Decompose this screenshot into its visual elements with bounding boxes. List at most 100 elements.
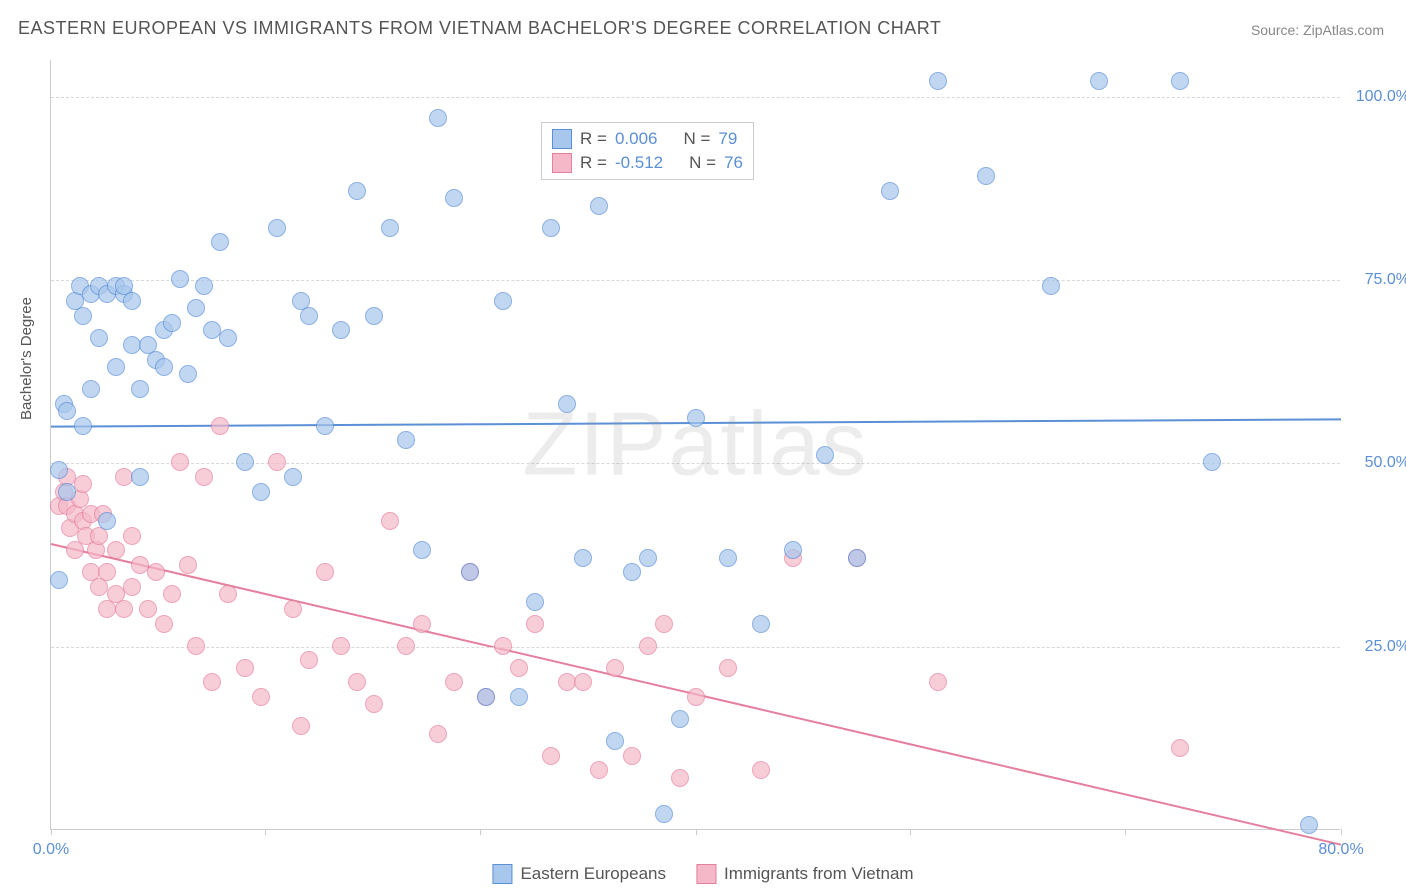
data-point-a	[98, 512, 116, 530]
data-point-b	[98, 563, 116, 581]
data-point-b	[494, 637, 512, 655]
x-tick	[910, 829, 911, 835]
legend-label-b: Immigrants from Vietnam	[724, 864, 914, 884]
data-point-b	[163, 585, 181, 603]
legend-item-b: Immigrants from Vietnam	[696, 864, 914, 884]
data-point-a	[123, 292, 141, 310]
n-label-b: N =	[689, 153, 716, 173]
n-value-a: 79	[718, 129, 737, 149]
x-tick	[1125, 829, 1126, 835]
x-tick	[265, 829, 266, 835]
grid-line	[51, 97, 1340, 98]
data-point-a	[1300, 816, 1318, 834]
data-point-a	[816, 446, 834, 464]
data-point-a	[219, 329, 237, 347]
data-point-a	[413, 541, 431, 559]
data-point-b	[139, 600, 157, 618]
data-point-a	[131, 380, 149, 398]
data-point-a	[187, 299, 205, 317]
source-label: Source: ZipAtlas.com	[1251, 22, 1384, 38]
data-point-a	[929, 72, 947, 90]
data-point-a	[316, 417, 334, 435]
data-point-a	[179, 365, 197, 383]
data-point-b	[671, 769, 689, 787]
n-value-b: 76	[724, 153, 743, 173]
x-tick	[51, 829, 52, 835]
y-tick-label: 25.0%	[1350, 638, 1406, 656]
legend-swatch-a	[492, 864, 512, 884]
data-point-a	[526, 593, 544, 611]
data-point-a	[58, 402, 76, 420]
data-point-a	[461, 563, 479, 581]
data-point-a	[752, 615, 770, 633]
data-point-b	[123, 527, 141, 545]
data-point-a	[90, 329, 108, 347]
data-point-b	[365, 695, 383, 713]
stats-row-a: R = 0.006 N = 79	[552, 127, 743, 151]
data-point-b	[445, 673, 463, 691]
data-point-b	[187, 637, 205, 655]
y-tick-label: 50.0%	[1350, 454, 1406, 472]
bottom-legend: Eastern Europeans Immigrants from Vietna…	[492, 864, 913, 884]
data-point-a	[445, 189, 463, 207]
legend-item-a: Eastern Europeans	[492, 864, 666, 884]
y-tick-label: 75.0%	[1350, 271, 1406, 289]
data-point-b	[236, 659, 254, 677]
data-point-b	[268, 453, 286, 471]
data-point-b	[397, 637, 415, 655]
data-point-b	[284, 600, 302, 618]
data-point-a	[58, 483, 76, 501]
n-label-a: N =	[683, 129, 710, 149]
data-point-b	[623, 747, 641, 765]
x-tick-label: 0.0%	[33, 841, 69, 859]
data-point-b	[574, 673, 592, 691]
data-point-a	[977, 167, 995, 185]
data-point-a	[655, 805, 673, 823]
data-point-b	[332, 637, 350, 655]
data-point-a	[131, 468, 149, 486]
data-point-b	[316, 563, 334, 581]
data-point-a	[397, 431, 415, 449]
data-point-a	[155, 358, 173, 376]
data-point-a	[74, 307, 92, 325]
data-point-b	[1171, 739, 1189, 757]
data-point-b	[300, 651, 318, 669]
data-point-a	[574, 549, 592, 567]
data-point-a	[74, 417, 92, 435]
data-point-b	[413, 615, 431, 633]
data-point-a	[687, 409, 705, 427]
data-point-b	[155, 615, 173, 633]
data-point-b	[687, 688, 705, 706]
data-point-a	[494, 292, 512, 310]
data-point-b	[752, 761, 770, 779]
data-point-a	[1171, 72, 1189, 90]
grid-line	[51, 280, 1340, 281]
data-point-b	[590, 761, 608, 779]
data-point-b	[211, 417, 229, 435]
data-point-b	[381, 512, 399, 530]
data-point-b	[123, 578, 141, 596]
data-point-b	[542, 747, 560, 765]
data-point-b	[219, 585, 237, 603]
data-point-b	[147, 563, 165, 581]
y-axis-label: Bachelor's Degree	[18, 297, 35, 420]
x-tick	[1341, 829, 1342, 835]
data-point-b	[195, 468, 213, 486]
stats-legend: R = 0.006 N = 79 R = -0.512 N = 76	[541, 122, 754, 180]
data-point-b	[203, 673, 221, 691]
data-point-a	[510, 688, 528, 706]
data-point-b	[107, 541, 125, 559]
data-point-b	[510, 659, 528, 677]
data-point-a	[332, 321, 350, 339]
data-point-a	[671, 710, 689, 728]
r-value-a: 0.006	[615, 129, 658, 149]
data-point-b	[292, 717, 310, 735]
data-point-a	[881, 182, 899, 200]
swatch-a	[552, 129, 572, 149]
data-point-b	[526, 615, 544, 633]
data-point-a	[171, 270, 189, 288]
data-point-a	[381, 219, 399, 237]
data-point-b	[66, 541, 84, 559]
data-point-a	[195, 277, 213, 295]
data-point-b	[429, 725, 447, 743]
